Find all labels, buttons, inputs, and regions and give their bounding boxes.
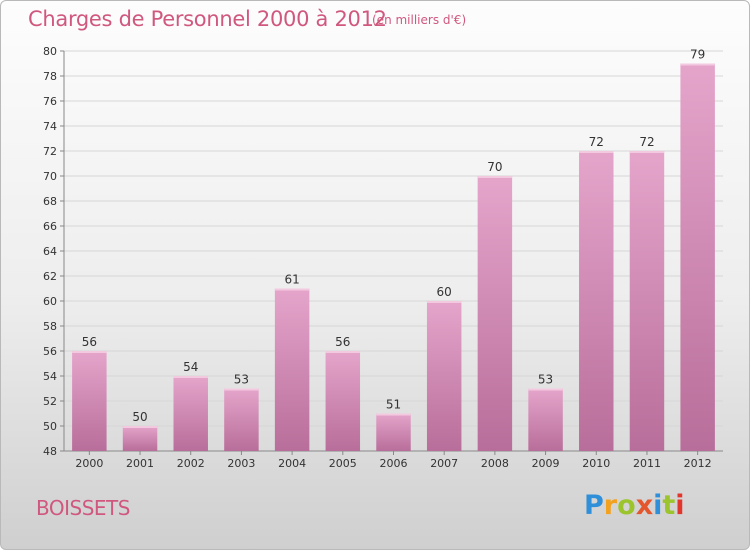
bar [325,351,361,451]
bar-highlight [224,388,259,391]
data-label: 70 [487,160,502,174]
y-tick-label: 80 [43,45,57,58]
y-tick-label: 60 [43,295,57,308]
town-name: BOISSETS [36,496,130,520]
data-label: 72 [639,135,654,149]
bar-highlight [680,63,715,66]
y-tick-label: 72 [43,145,57,158]
y-tick-label: 52 [43,395,57,408]
bar [680,63,715,451]
logo-letter: i [653,490,663,521]
x-tick-label: 2001 [126,457,154,470]
bar-highlight [122,426,158,428]
logo-letter: x [635,490,654,521]
bar-highlight [274,288,310,291]
data-labels: 56 50 54 53 61 56 51 60 70 53 72 72 79 [82,48,706,425]
data-label: 60 [437,285,452,299]
data-label: 53 [234,373,249,387]
data-label: 54 [183,360,198,374]
bar-highlight [477,176,513,178]
y-tick-label: 62 [43,270,57,283]
bars [72,63,715,451]
bar [376,413,411,451]
bar-highlight [376,413,411,416]
y-tick-label: 76 [43,95,57,108]
y-tick-labels: 48 50 52 54 56 58 60 62 64 66 68 70 72 74 76 78 80 [43,45,57,458]
logo-letter: r [603,490,618,521]
logo-letter: P [584,490,604,521]
data-label: 72 [589,135,604,149]
x-tick-label: 2002 [177,457,205,470]
data-label: 51 [386,398,401,412]
logo-letter: i [675,490,685,521]
bar-highlight [426,301,462,303]
logo-letter: o [617,490,636,521]
bar-highlight [72,351,107,353]
x-tick-label: 2003 [227,457,255,470]
bar [224,388,259,451]
x-tick-label: 2012 [684,457,712,470]
bar [122,426,158,451]
y-tick-label: 78 [43,70,57,83]
data-label: 79 [690,48,705,62]
x-tick-label: 2000 [75,457,103,470]
x-tick-label: 2010 [582,457,610,470]
x-tick-label: 2011 [633,457,661,470]
x-tick-label: 2006 [380,457,408,470]
chart-title: Charges de Personnel 2000 à 2012 [28,7,387,31]
y-tick-label: 68 [43,195,57,208]
bar-highlight [629,151,665,153]
x-tick-label: 2008 [481,457,509,470]
y-tick-label: 74 [43,120,57,133]
axes [60,50,723,455]
y-tick-label: 66 [43,220,57,233]
bar [477,176,513,451]
bar [72,351,107,451]
proxiti-logo[interactable]: Proxiti [584,490,685,521]
bar [629,151,665,451]
data-label: 50 [132,410,147,424]
y-tick-label: 56 [43,345,57,358]
x-tick-label: 2009 [532,457,560,470]
chart-subtitle: (en milliers d'€) [372,13,467,27]
data-label: 56 [335,335,350,349]
y-tick-label: 64 [43,245,57,258]
bar-highlight [325,351,361,353]
bar-highlight [528,388,563,391]
bar [579,151,614,451]
x-tick-label: 2004 [278,457,306,470]
data-label: 61 [284,273,299,287]
x-tick-labels: 2000 2001 2002 2003 2004 2005 2006 2007 2008 2009… [75,457,711,470]
bar-highlight [173,376,208,378]
x-tick-label: 2005 [329,457,357,470]
y-tick-label: 54 [43,370,57,383]
y-tick-label: 70 [43,170,57,183]
bar [173,376,208,451]
logo-letter: t [662,490,676,521]
bar [274,288,310,451]
x-tick-label: 2007 [430,457,458,470]
bar-highlight [579,151,614,153]
data-label: 53 [538,373,553,387]
grid-lines [64,50,723,452]
bar [528,388,563,451]
y-tick-label: 48 [43,445,57,458]
y-tick-label: 58 [43,320,57,333]
data-label: 56 [82,335,97,349]
y-tick-label: 50 [43,420,57,433]
bar [426,301,462,451]
